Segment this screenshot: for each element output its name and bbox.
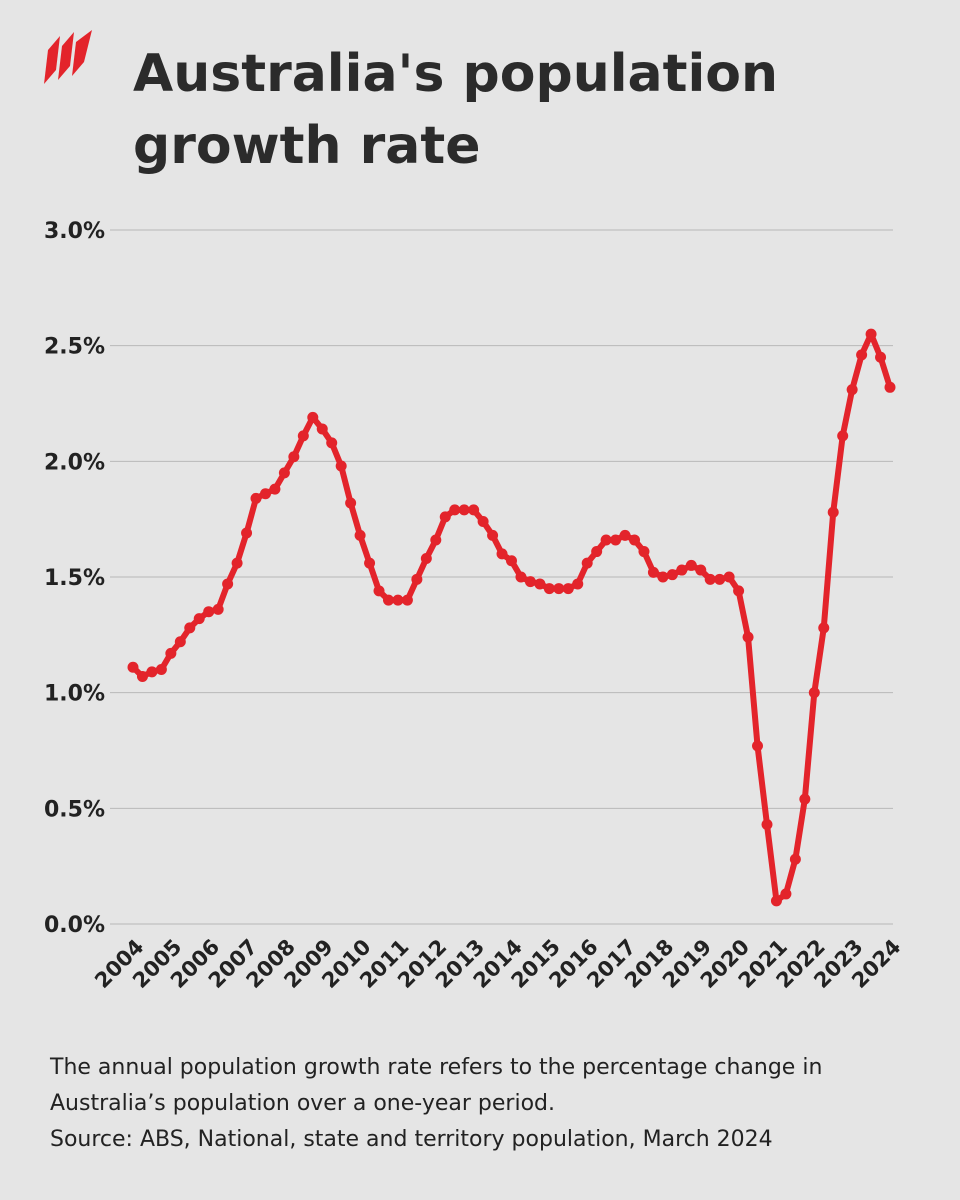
y-tick-label: 0.0% [44, 913, 105, 938]
point [856, 349, 868, 361]
point [761, 819, 773, 831]
point [647, 566, 659, 578]
note: The annual population growth rate refers… [50, 1055, 823, 1116]
y-tick-label: 2.0% [44, 450, 105, 475]
y-tick-label: 1.0% [44, 682, 105, 707]
point [373, 585, 385, 597]
point [165, 647, 177, 659]
point [127, 661, 139, 673]
point [222, 578, 234, 590]
point [543, 583, 555, 595]
point [799, 793, 811, 805]
point [676, 564, 688, 576]
point [562, 583, 574, 595]
point [269, 483, 281, 495]
point [685, 559, 697, 571]
footnote: The annual population growth rate refers… [50, 1050, 930, 1158]
point [326, 437, 338, 449]
point [392, 594, 404, 606]
point [364, 557, 376, 569]
point [307, 411, 319, 423]
point [808, 687, 820, 699]
point [458, 504, 470, 516]
point [316, 423, 328, 435]
point [136, 670, 148, 682]
point [477, 515, 489, 527]
point [610, 534, 622, 546]
point [193, 613, 205, 625]
point [184, 622, 196, 634]
point [837, 430, 849, 442]
y-tick-label: 3.0% [44, 219, 105, 244]
point [335, 460, 347, 472]
point [411, 573, 423, 585]
point [496, 548, 508, 560]
point [581, 557, 593, 569]
point [524, 576, 536, 588]
point [695, 564, 707, 576]
point [155, 664, 167, 676]
point [638, 546, 650, 558]
point [789, 853, 801, 865]
point [345, 497, 357, 509]
point [297, 430, 309, 442]
point [865, 328, 877, 340]
point [506, 555, 517, 567]
point [666, 569, 678, 581]
point [780, 888, 792, 900]
point [174, 636, 186, 648]
point [278, 467, 290, 479]
point [430, 534, 442, 546]
point [354, 529, 366, 541]
logo [44, 30, 92, 84]
point [742, 631, 754, 643]
point [449, 504, 461, 516]
line [130, 331, 893, 904]
y-tick-label: 2.5% [44, 335, 105, 360]
point [600, 534, 612, 546]
point [231, 557, 243, 569]
point [288, 451, 300, 463]
point [827, 506, 839, 518]
point [241, 527, 253, 539]
point [591, 546, 603, 558]
point [259, 488, 271, 500]
chart-title: Australia's population growth rate [133, 44, 779, 176]
point [146, 666, 158, 678]
point [420, 552, 432, 564]
source: Source: ABS, National, state and territo… [50, 1127, 773, 1152]
point [733, 585, 745, 597]
point [723, 571, 735, 583]
point [203, 606, 215, 618]
point [515, 571, 527, 583]
point [752, 740, 764, 752]
point [487, 529, 499, 541]
y-tick-label: 0.5% [44, 797, 105, 822]
point [875, 351, 887, 363]
point [572, 578, 584, 590]
point [846, 384, 858, 396]
point [468, 504, 480, 516]
point [657, 571, 669, 583]
y-tick-label: 1.5% [44, 566, 105, 591]
point [250, 492, 262, 504]
point [382, 594, 394, 606]
point [770, 895, 782, 907]
point [553, 583, 565, 595]
point [884, 381, 896, 393]
point [818, 622, 830, 634]
point [714, 573, 726, 585]
point [212, 603, 224, 615]
point [439, 511, 451, 523]
point [534, 578, 546, 590]
point [704, 573, 716, 585]
point [619, 529, 631, 541]
point [629, 534, 641, 546]
point [401, 594, 413, 606]
